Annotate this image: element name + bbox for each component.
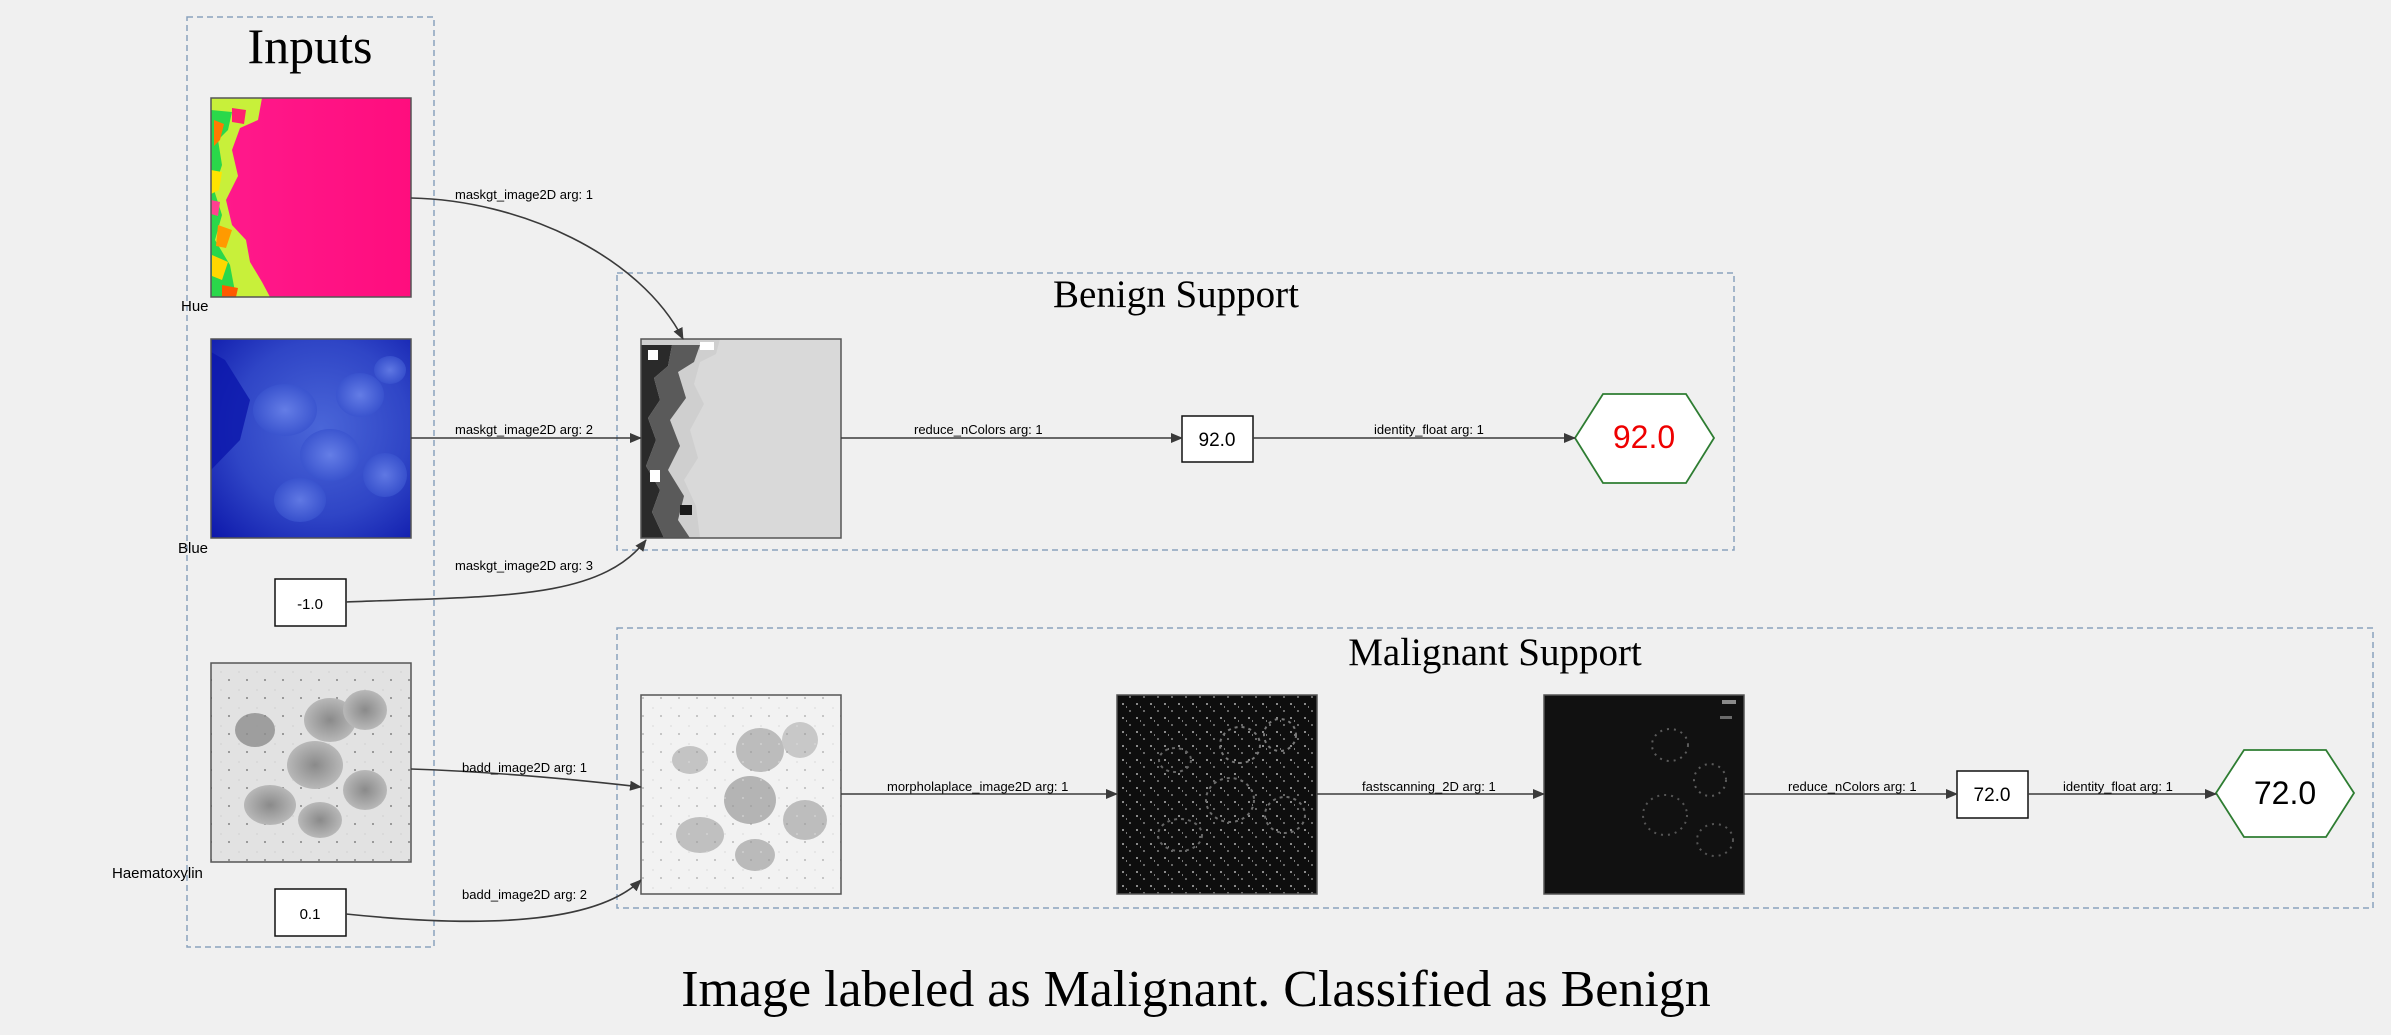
constant-neg-one-value: -1.0 bbox=[297, 596, 323, 613]
edge-reduce-benign-label: reduce_nColors arg: 1 bbox=[914, 422, 1043, 437]
edge-badd-2-label: badd_image2D arg: 2 bbox=[462, 887, 587, 902]
edge-mask-1-label: maskgt_image2D arg: 1 bbox=[455, 187, 593, 202]
edge-badd-1-label: badd_image2D arg: 1 bbox=[462, 760, 587, 775]
edge-reduce-malignant-label: reduce_nColors arg: 1 bbox=[1788, 779, 1917, 794]
malignant-support-cluster bbox=[616, 627, 2374, 909]
benign-output-node bbox=[1573, 393, 1716, 484]
benign-output-value: 92.0 bbox=[1613, 419, 1675, 455]
malignant-support-title: Malignant Support bbox=[1348, 631, 1642, 674]
haematoxylin-label: Haematoxylin bbox=[112, 865, 203, 882]
blue-image bbox=[210, 338, 412, 539]
malignant-output-node bbox=[2214, 749, 2356, 838]
edge-badd-2 bbox=[345, 879, 642, 923]
benign-reduce-value: 92.0 bbox=[1199, 430, 1236, 451]
edge-mask-3-label: maskgt_image2D arg: 3 bbox=[455, 558, 593, 573]
malignant-badd-image bbox=[640, 694, 842, 895]
malignant-reduce-value: 72.0 bbox=[1974, 785, 2011, 806]
benign-masked-image bbox=[640, 338, 842, 539]
edge-mask-1 bbox=[410, 197, 684, 340]
benign-support-title: Benign Support bbox=[1053, 273, 1299, 316]
constant-point-one-value: 0.1 bbox=[300, 906, 321, 923]
hue-label: Hue bbox=[181, 298, 209, 315]
edge-mask-2-label: maskgt_image2D arg: 2 bbox=[455, 422, 593, 437]
edge-mask-3 bbox=[345, 539, 647, 603]
haematoxylin-image bbox=[210, 662, 412, 863]
malignant-fastscanning-image bbox=[1543, 694, 1745, 895]
inputs-cluster-title: Inputs bbox=[248, 18, 373, 74]
blue-label: Blue bbox=[178, 540, 208, 557]
hue-image bbox=[210, 97, 412, 298]
constant-point-one-node bbox=[274, 888, 347, 937]
edge-identity-malignant-label: identity_float arg: 1 bbox=[2063, 779, 2173, 794]
malignant-morpholaplace-image bbox=[1116, 694, 1318, 895]
benign-support-cluster bbox=[616, 272, 1735, 551]
constant-neg-one-node bbox=[274, 578, 347, 627]
edge-identity-benign-label: identity_float arg: 1 bbox=[1374, 422, 1484, 437]
inputs-cluster bbox=[186, 16, 435, 948]
edge-badd-1 bbox=[410, 768, 642, 791]
edge-fastscanning-label: fastscanning_2D arg: 1 bbox=[1362, 779, 1496, 794]
edge-morpholaplace-label: morpholaplace_image2D arg: 1 bbox=[887, 779, 1068, 794]
classification-caption: Image labeled as Malignant. Classified a… bbox=[681, 961, 1711, 1018]
malignant-output-value: 72.0 bbox=[2254, 775, 2316, 811]
